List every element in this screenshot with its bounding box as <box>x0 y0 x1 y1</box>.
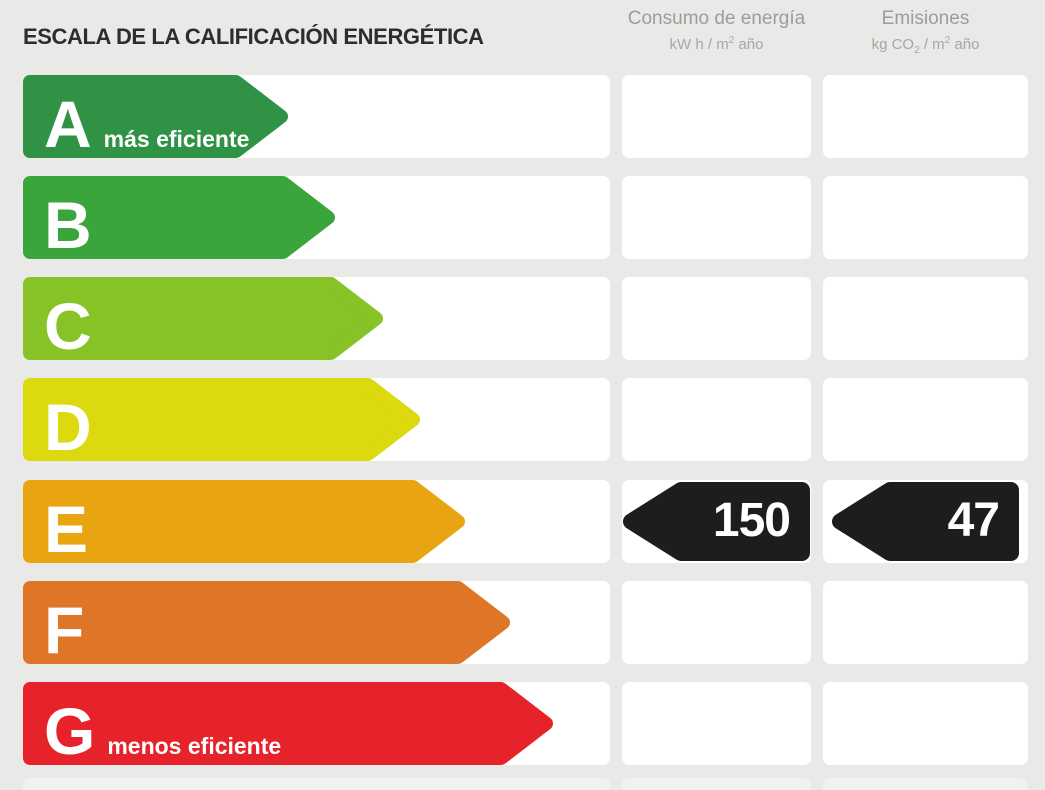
emisiones-cell-b <box>823 176 1028 259</box>
consumo-column-unit: kW h / m2 año <box>622 35 811 53</box>
emisiones-value: 47 <box>947 494 1000 547</box>
rating-row-d: D <box>0 378 1045 461</box>
rating-row-b: B <box>0 176 1045 259</box>
consumo-cell-a <box>622 75 811 158</box>
rating-row-c: C <box>0 277 1045 360</box>
emisiones-unit-text: kg CO <box>871 35 915 53</box>
value-badge-shape <box>832 482 1019 561</box>
rating-arrow-shape <box>23 581 510 664</box>
consumo-unit-text: kW h / m <box>669 35 729 53</box>
emisiones-unit-sup: 2 <box>944 34 951 46</box>
rating-row-e: E 150 47 <box>0 480 1045 563</box>
rating-arrow-shape <box>23 277 383 360</box>
emisiones-cell-f <box>823 581 1028 664</box>
emisiones-cell-g <box>823 682 1028 765</box>
emisiones-unit-sub: 2 <box>914 44 920 56</box>
emisiones-value-badge: 47 <box>832 482 1019 561</box>
consumo-cell-b <box>622 176 811 259</box>
emisiones-cell-d <box>823 378 1028 461</box>
bottom-partial-row-scale <box>23 778 610 790</box>
rating-arrow-shape <box>23 480 465 563</box>
value-badge-shape <box>623 482 810 561</box>
consumo-value-badge: 150 <box>623 482 810 561</box>
emisiones-column-label: Emisiones <box>881 8 970 29</box>
consumo-column-label: Consumo de energía <box>627 8 806 29</box>
consumo-cell-c <box>622 277 811 360</box>
emisiones-unit-suffix: año <box>950 35 980 53</box>
consumo-value: 150 <box>712 494 791 547</box>
rating-arrow-shape <box>23 682 553 765</box>
consumo-cell-f <box>622 581 811 664</box>
rating-arrow-shape <box>23 176 335 259</box>
consumo-cell-g <box>622 682 811 765</box>
emisiones-cell-c <box>823 277 1028 360</box>
emisiones-cell-a <box>823 75 1028 158</box>
rating-arrow-shape <box>23 378 420 461</box>
consumo-cell-d <box>622 378 811 461</box>
rating-arrow-shape <box>23 75 288 158</box>
emisiones-unit-mid: / m <box>919 35 945 53</box>
emisiones-column-unit: kg CO2 / m2 año <box>823 35 1028 56</box>
consumo-unit-suffix: año <box>734 35 764 53</box>
bottom-partial-row-emisiones <box>823 778 1028 790</box>
page-title: ESCALA DE LA CALIFICACIÓN ENERGÉTICA <box>23 24 484 49</box>
rating-row-f: F <box>0 581 1045 664</box>
column-header-emisiones: Emisiones kg CO2 / m2 año <box>823 8 1028 56</box>
bottom-partial-row-consumo <box>622 778 811 790</box>
consumo-unit-sup: 2 <box>728 34 735 46</box>
column-header-consumo: Consumo de energía kW h / m2 año <box>622 8 811 53</box>
